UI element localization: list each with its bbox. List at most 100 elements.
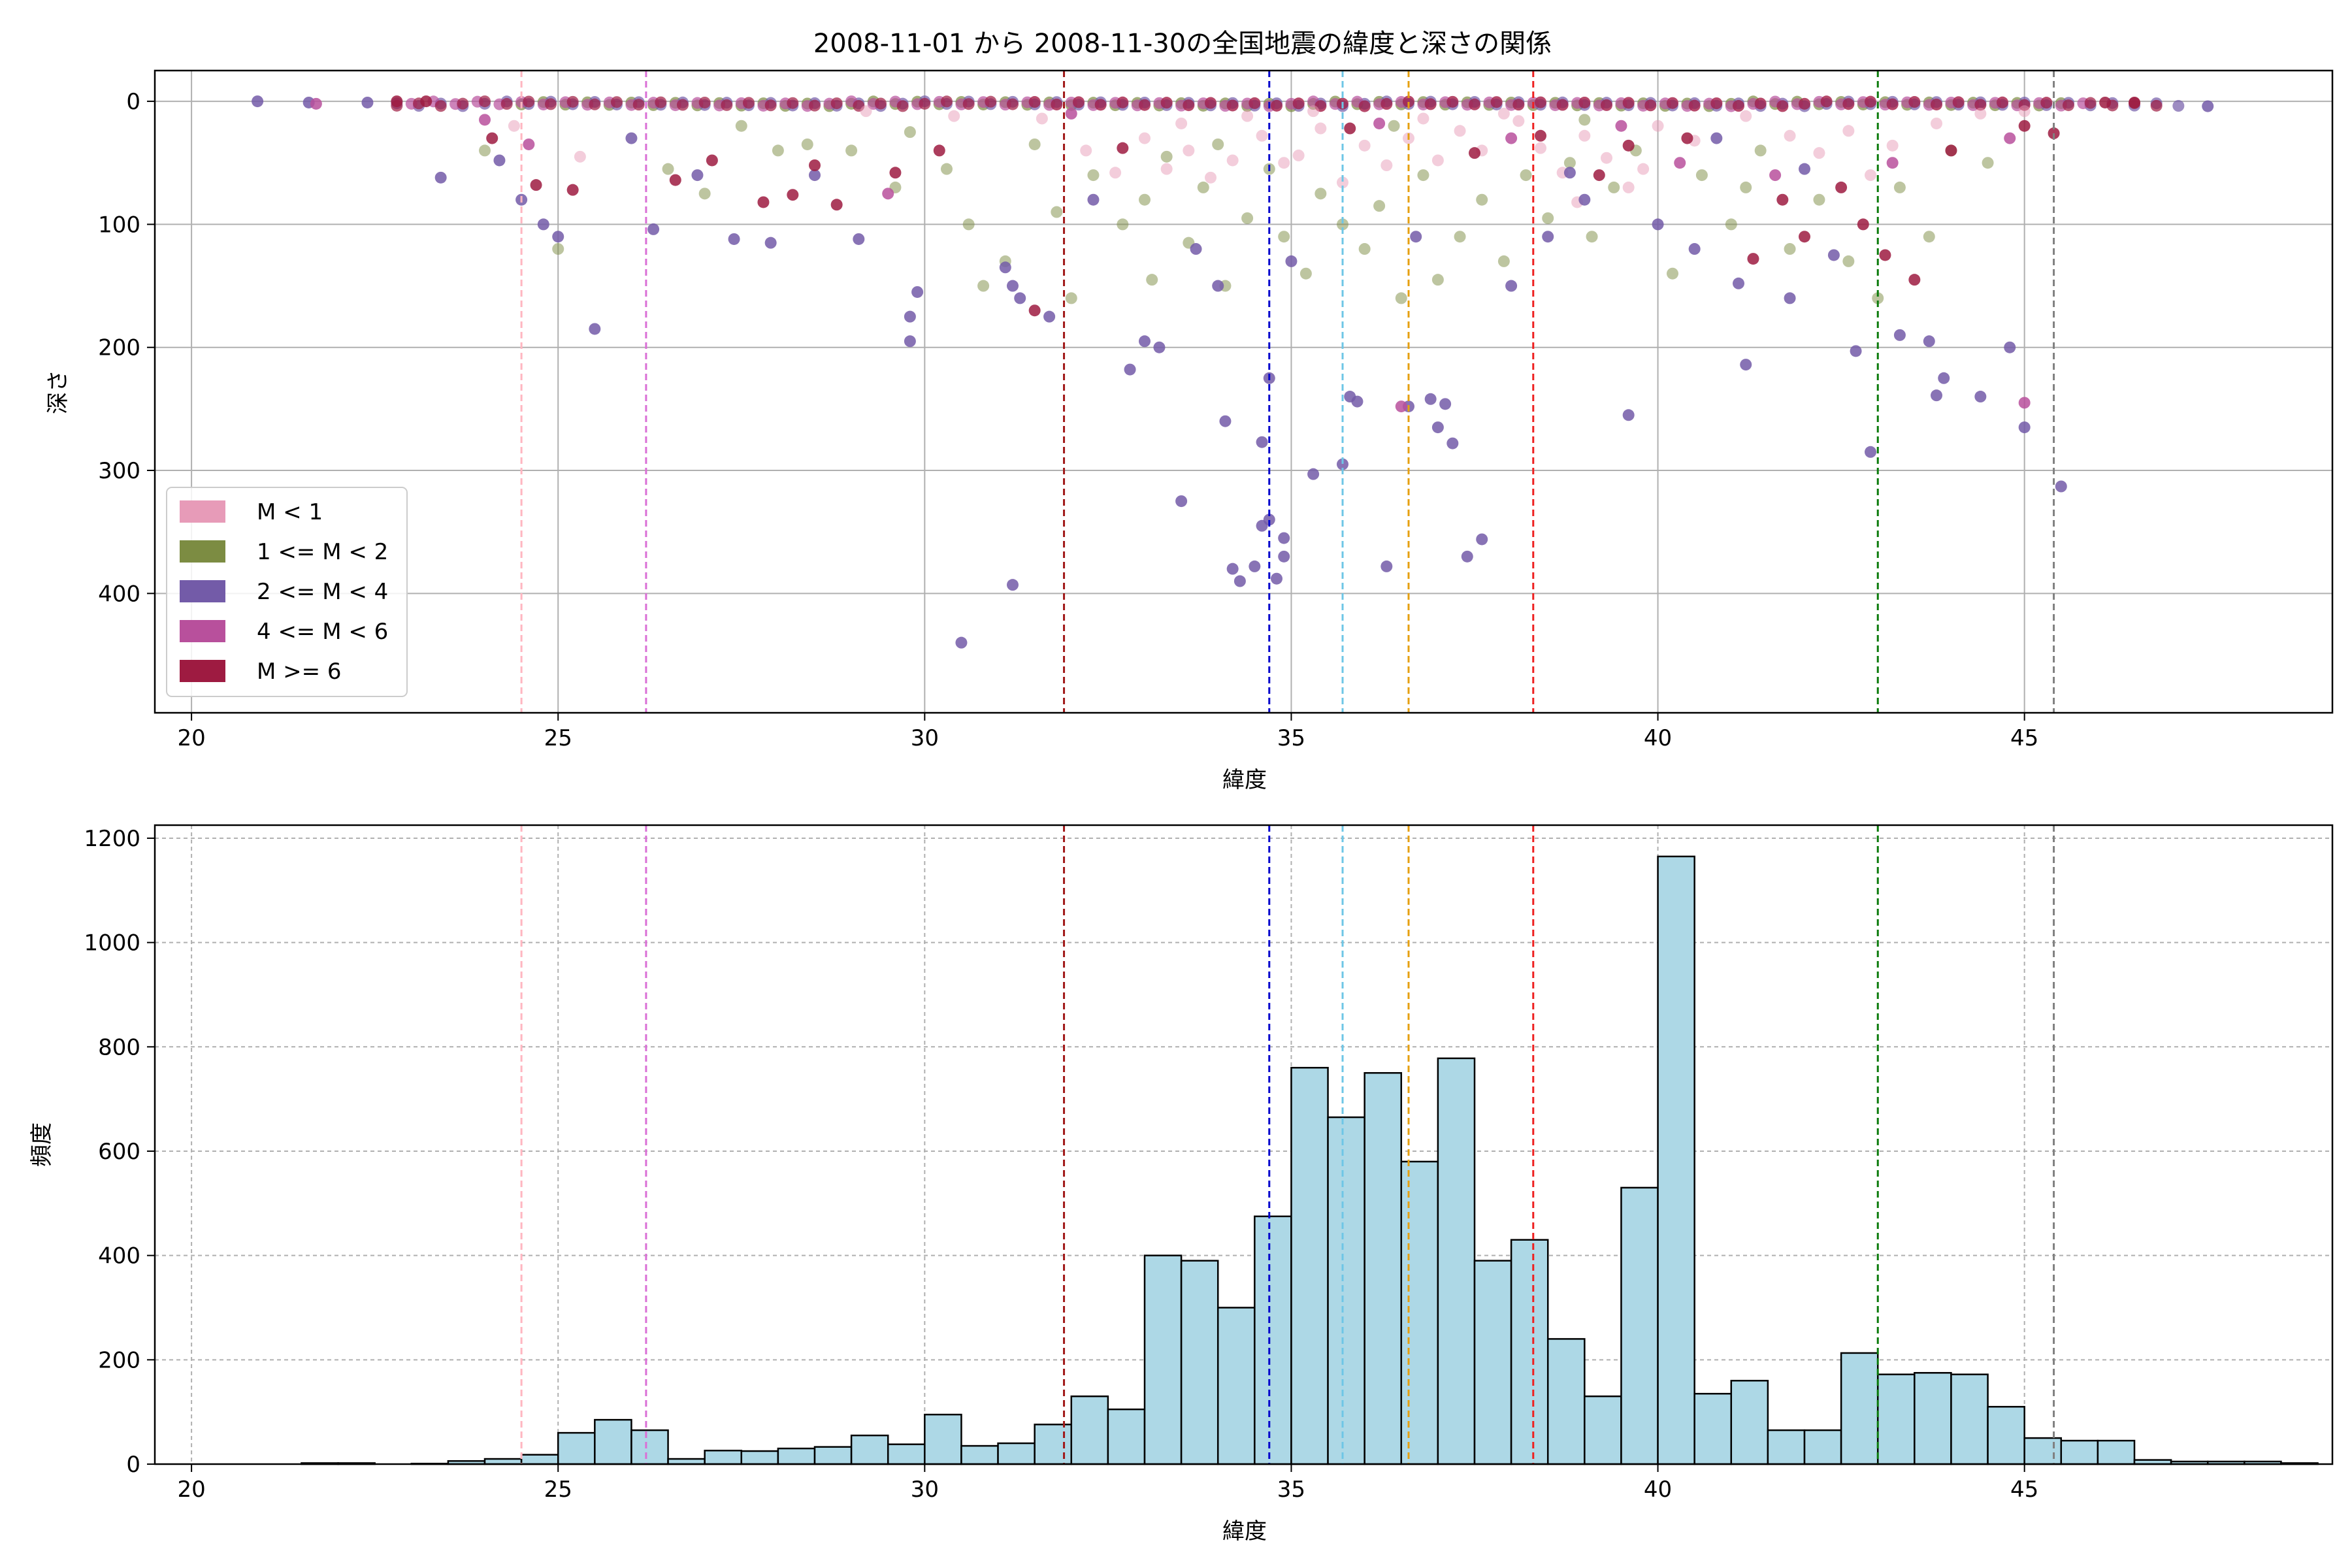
scatter-point bbox=[853, 233, 865, 245]
histogram-y-tick-label: 1200 bbox=[84, 826, 140, 852]
scatter-point bbox=[1080, 144, 1092, 157]
scatter-point bbox=[1476, 533, 1488, 546]
scatter-point bbox=[1695, 169, 1708, 182]
histogram-bar bbox=[557, 1431, 596, 1465]
scatter-point bbox=[1028, 138, 1041, 150]
scatter-point bbox=[1497, 255, 1510, 267]
scatter-point bbox=[764, 237, 777, 249]
scatter-point bbox=[611, 96, 623, 108]
histogram-bar bbox=[1584, 1395, 1622, 1465]
histogram-bar bbox=[2023, 1437, 2063, 1465]
scatter-point bbox=[1380, 560, 1393, 572]
scatter-point bbox=[1007, 579, 1019, 591]
scatter-point bbox=[655, 96, 667, 108]
scatter-point bbox=[1563, 167, 1576, 179]
scatter-point bbox=[1593, 169, 1605, 182]
legend-box bbox=[166, 487, 408, 697]
scatter-point bbox=[2040, 97, 2053, 109]
scatter-point bbox=[1358, 100, 1371, 112]
scatter-point bbox=[1212, 138, 1224, 150]
scatter-point bbox=[1249, 560, 1261, 572]
scatter-point bbox=[1446, 437, 1459, 449]
scatter-point bbox=[1842, 125, 1855, 137]
scatter-point bbox=[1740, 110, 1752, 122]
scatter-point bbox=[1586, 231, 1598, 243]
scatter-point bbox=[1747, 253, 1759, 265]
scatter-y-tick-label: 400 bbox=[98, 581, 140, 607]
histogram-x-tick-label: 20 bbox=[177, 1477, 205, 1503]
histogram-bar bbox=[2097, 1439, 2136, 1465]
legend-swatch bbox=[180, 580, 225, 602]
scatter-point bbox=[1197, 181, 1209, 193]
histogram-bar bbox=[1803, 1429, 1842, 1465]
scatter-point bbox=[1190, 243, 1202, 255]
scatter-point bbox=[537, 218, 549, 231]
scatter-point bbox=[1886, 98, 1899, 110]
scatter-point bbox=[1952, 96, 1965, 108]
scatter-point bbox=[911, 286, 924, 298]
scatter-point bbox=[1535, 129, 1546, 142]
histogram-bar bbox=[1546, 1338, 1586, 1465]
scatter-point bbox=[1065, 292, 1077, 304]
scatter-point bbox=[1622, 409, 1635, 421]
scatter-point bbox=[1139, 99, 1151, 111]
scatter-point bbox=[1226, 99, 1239, 112]
histogram-bar bbox=[777, 1447, 816, 1465]
scatter-y-axis-label: 深さ bbox=[45, 370, 71, 414]
scatter-x-tick-label: 40 bbox=[1644, 725, 1672, 751]
scatter-x-tick-label: 20 bbox=[177, 725, 205, 751]
scatter-point bbox=[764, 99, 777, 112]
scatter-point bbox=[1256, 436, 1268, 448]
scatter-point bbox=[1226, 154, 1239, 167]
scatter-point bbox=[391, 95, 403, 108]
scatter-x-tick-label: 30 bbox=[911, 725, 939, 751]
scatter-point bbox=[1476, 193, 1488, 206]
scatter-point bbox=[1784, 129, 1796, 142]
histogram-x-tick-label: 40 bbox=[1644, 1477, 1672, 1503]
scatter-point bbox=[1982, 157, 1994, 169]
scatter-point bbox=[457, 97, 469, 110]
scatter-point bbox=[1337, 176, 1348, 189]
scatter-point bbox=[1373, 117, 1386, 129]
scatter-point bbox=[361, 96, 374, 108]
histogram-reference-lines bbox=[520, 825, 2055, 1464]
scatter-point bbox=[1931, 117, 1942, 129]
scatter-point bbox=[757, 196, 770, 208]
scatter-point bbox=[1307, 105, 1320, 118]
scatter-point bbox=[1337, 218, 1348, 231]
scatter-point bbox=[1652, 218, 1664, 231]
scatter-point bbox=[1820, 95, 1833, 108]
scatter-point bbox=[1219, 415, 1232, 427]
scatter-point bbox=[809, 99, 821, 112]
scatter-point bbox=[1799, 231, 1810, 243]
scatter-point bbox=[1249, 97, 1261, 109]
scatter-point bbox=[728, 233, 740, 245]
histogram-bar bbox=[1180, 1260, 1219, 1465]
scatter-point bbox=[772, 144, 784, 157]
scatter-point bbox=[948, 110, 960, 122]
scatter-point bbox=[1893, 181, 1906, 193]
scatter-point bbox=[589, 323, 601, 335]
scatter-point bbox=[677, 99, 689, 111]
scatter-point bbox=[1865, 169, 1876, 182]
scatter-point bbox=[1043, 310, 1056, 323]
histogram-bar bbox=[1620, 1186, 1659, 1465]
scatter-point bbox=[1776, 193, 1789, 206]
scatter-point bbox=[706, 154, 718, 167]
scatter-point bbox=[1241, 110, 1254, 122]
scatter-point bbox=[1644, 99, 1657, 112]
scatter-point bbox=[1358, 139, 1371, 152]
scatter-point bbox=[310, 97, 322, 110]
scatter-point bbox=[1974, 107, 1987, 120]
scatter-point bbox=[1139, 335, 1151, 348]
scatter-point bbox=[1578, 114, 1591, 126]
histogram-bar bbox=[1950, 1373, 1989, 1465]
scatter-point bbox=[1490, 96, 1503, 108]
scatter-y-tick-label: 200 bbox=[98, 335, 140, 361]
scatter-point bbox=[1212, 280, 1224, 292]
histogram-bar bbox=[2060, 1439, 2099, 1465]
scatter-point bbox=[647, 223, 660, 235]
scatter-point bbox=[1505, 280, 1518, 292]
scatter-point bbox=[1124, 363, 1136, 376]
scatter-point bbox=[809, 159, 821, 172]
